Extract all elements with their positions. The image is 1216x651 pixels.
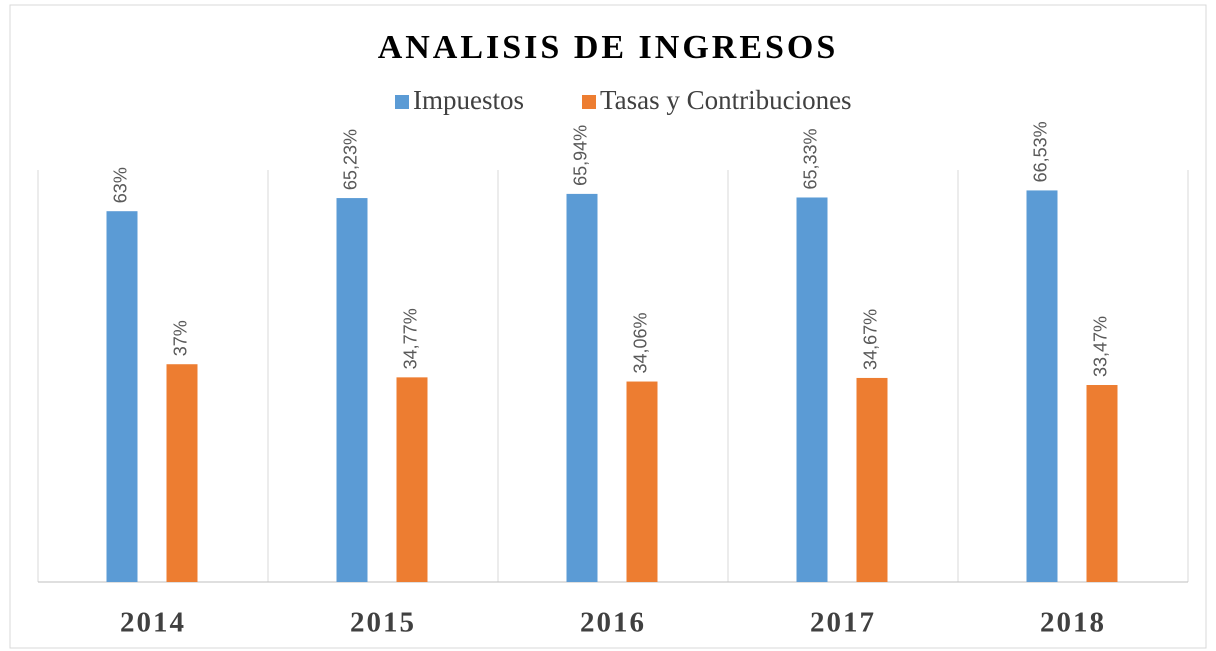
bar — [1086, 385, 1118, 582]
data-label: 63% — [111, 167, 131, 203]
data-label: 33,47% — [1091, 316, 1111, 377]
x-tick-label: 2014 — [120, 607, 186, 639]
x-tick-label: 2017 — [810, 607, 876, 639]
chart-border — [9, 4, 1207, 649]
legend-label: Tasas y Contribuciones — [600, 85, 852, 115]
data-label: 65,33% — [801, 128, 821, 189]
data-label: 65,23% — [341, 129, 361, 190]
legend-label: Impuestos — [413, 85, 524, 115]
bar — [566, 193, 598, 582]
x-tick-label: 2015 — [350, 607, 416, 639]
bar — [166, 364, 198, 582]
data-label: 66,53% — [1031, 121, 1051, 182]
x-tick-label: 2016 — [580, 607, 646, 639]
legend-swatch — [582, 95, 596, 109]
bar — [856, 377, 888, 582]
data-label: 34,67% — [861, 309, 881, 370]
legend-swatch — [395, 95, 409, 109]
bar — [106, 211, 138, 582]
bar — [796, 197, 828, 583]
chart-title: ANALISIS DE INGRESOS — [378, 29, 839, 66]
data-label: 37% — [171, 320, 191, 356]
bar — [396, 377, 428, 582]
bar — [626, 381, 658, 582]
data-label: 34,06% — [631, 312, 651, 373]
x-tick-label: 2018 — [1040, 607, 1106, 639]
data-label: 34,77% — [401, 308, 421, 369]
bar — [1026, 190, 1058, 582]
data-label: 65,94% — [571, 125, 591, 186]
bar — [336, 198, 368, 582]
